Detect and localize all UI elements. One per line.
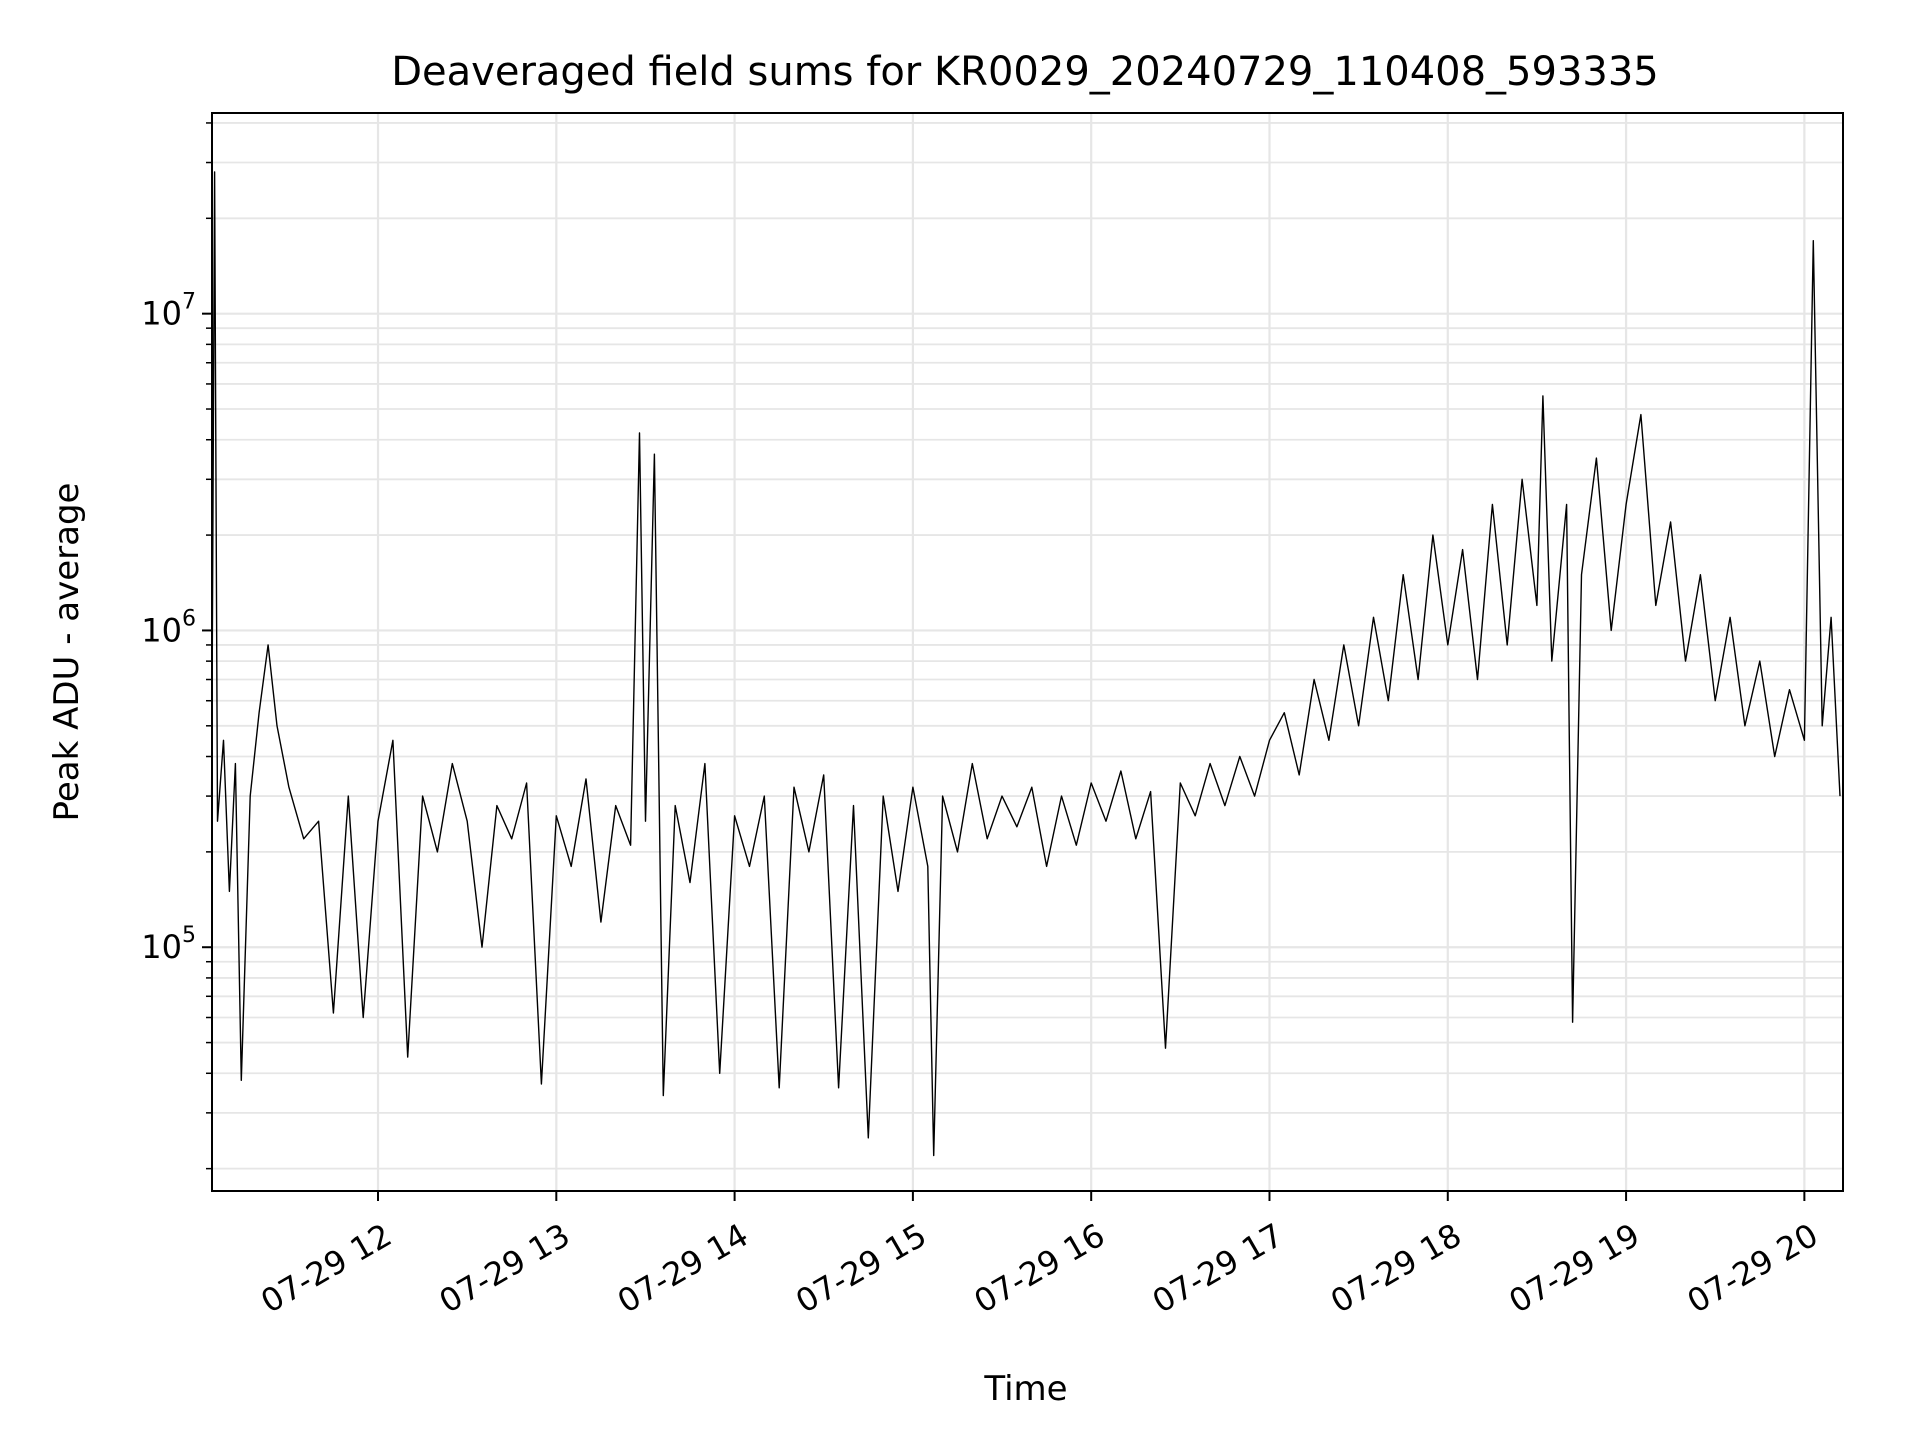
plot-frame — [211, 112, 1844, 1192]
y-tick-base: 10 — [141, 928, 182, 966]
y-tick-base: 10 — [141, 611, 182, 649]
y-tick-exponent: 5 — [182, 923, 196, 948]
series-layer — [210, 171, 1841, 1157]
series-line — [210, 171, 1841, 1157]
y-tick-exponent: 7 — [182, 290, 196, 315]
y-tick-label: 105 — [141, 923, 196, 966]
x-axis-label: Time — [983, 1369, 1067, 1409]
y-tick-label: 107 — [141, 290, 196, 333]
y-axis-label: Peak ADU - average — [47, 483, 87, 822]
y-tick-label: 106 — [141, 606, 196, 649]
chart-title: Deaveraged field sums for KR0029_2024072… — [391, 49, 1659, 95]
grid-lines — [212, 113, 1843, 1191]
y-tick-base: 10 — [141, 295, 182, 333]
y-tick-exponent: 6 — [182, 606, 196, 631]
